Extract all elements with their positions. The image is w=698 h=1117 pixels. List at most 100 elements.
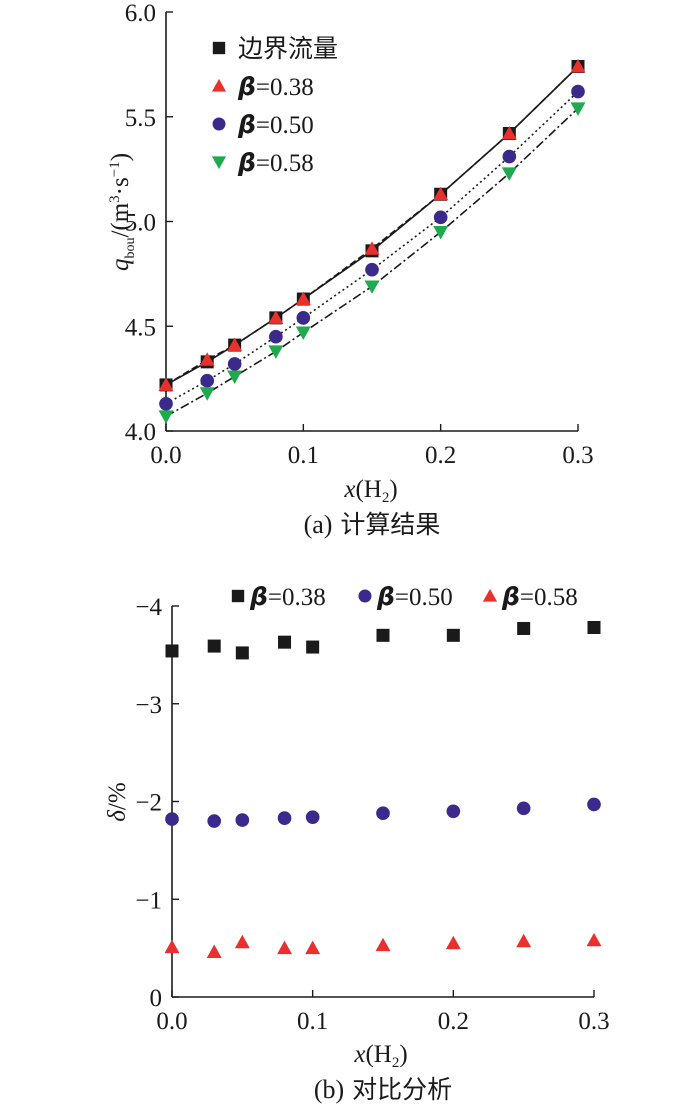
legend-beta: β [376,582,395,611]
chart-a-xlabel-species: H [364,476,382,503]
data-point-series-2 [365,262,379,277]
data-point-series-1 [227,337,243,352]
data-point-series-2 [375,937,391,952]
fit-line-series-1 [165,65,579,386]
legend-marker-series-0 [212,41,226,55]
chart-panel-a: 4.04.55.05.56.00.0 0.1 0.2 0.3 边界流量β=0.38β=… [107,0,594,539]
data-point-series-2 [296,311,311,325]
chart-b-ylabel-unit: /% [104,782,131,810]
chart-b-panel-label: (b) [314,1075,344,1104]
legend-beta: β [237,148,256,177]
chart-b-axes [171,605,595,998]
chart-a-axes [165,11,579,432]
chart-a-ylabel-end: ) [107,153,134,161]
legend-beta: β [237,110,256,139]
data-point-series-1 [277,811,292,825]
data-point-series-1 [158,377,174,391]
y-tick-label: 4.0 [125,419,156,446]
y-tick-label: −4 [135,594,162,621]
data-point-series-0 [207,639,221,653]
data-point-series-3 [364,280,380,294]
x-tick-label: 0.2 [438,1008,469,1035]
legend-name: 边界流量 [238,34,338,63]
x-tick-label: 0.3 [562,442,593,469]
chart-a-xlabel: x(H2) [343,476,397,506]
data-point-series-3 [158,410,174,424]
data-point-series-3 [227,370,243,385]
chart-a-ylabel-supm1: −1 [107,161,123,177]
chart-a-panel-label: (a) [304,510,333,539]
data-point-series-3 [295,326,311,341]
data-point-series-1 [433,186,449,201]
chart-a-xlabel-var: x [343,476,355,503]
data-point-series-2 [445,935,461,950]
data-point-series-2 [164,939,180,954]
data-point-series-0 [278,635,292,649]
y-tick-label: −2 [135,790,162,817]
data-point-series-2 [206,944,222,959]
x-tick-label: 0.3 [578,1008,609,1035]
data-point-series-1 [235,813,250,827]
legend-value: =0.50 [395,584,453,611]
chart-b-markers [164,621,602,959]
data-point-series-2 [571,84,585,99]
data-point-series-2 [277,940,293,955]
data-point-series-1 [199,352,215,366]
data-point-series-2 [227,357,242,371]
chart-a-ylabel-unit: /(m [107,202,134,237]
data-point-series-2 [305,940,321,955]
data-point-series-3 [268,345,284,359]
chart-a-caption: (a) 计算结果 [304,510,441,539]
legend-value: =0.38 [268,584,326,611]
y-tick-label: 4.5 [125,314,156,341]
chart-b-xlabel-species: H [374,1041,392,1068]
data-point-series-1 [268,310,284,324]
fit-line-series-3 [165,107,579,417]
chart-b-ylabel-var: δ [104,810,131,822]
chart-a-tick-labels: 4.0 4.5 5.0 5.5 6.0 0.0 0.1 0.2 0.3 [125,0,594,469]
chart-a-caption-text: 计算结果 [340,510,440,539]
data-point-series-3 [433,225,449,240]
data-point-series-2 [516,933,532,948]
chart-b-xlabel-sub: 2 [392,1055,400,1071]
x-tick-label: 0.1 [288,442,319,469]
data-point-series-1 [364,241,380,255]
data-point-series-2 [269,329,283,344]
chart-a-ylabel: qbou/(m3·s−1) [107,153,138,271]
data-point-series-3 [570,102,586,116]
legend-marker-series-0 [231,589,245,603]
y-tick-label: −3 [135,692,162,719]
data-point-series-1 [516,801,531,816]
data-point-series-3 [199,387,215,401]
data-point-series-1 [376,806,390,821]
data-point-series-1 [207,814,222,828]
y-tick-label: 5.5 [125,105,156,132]
x-tick-label: 0.2 [425,442,456,469]
data-point-series-1 [446,804,461,819]
chart-b-caption-text: 对比分析 [352,1075,452,1104]
legend-value: =0.38 [256,74,314,101]
x-tick-label: 0.0 [150,442,181,469]
data-point-series-0 [306,640,320,654]
data-point-series-3 [501,167,517,181]
chart-a-ylabel-sub: bou [123,238,138,259]
legend-value: =0.58 [520,584,578,611]
data-point-series-0 [235,646,249,660]
legend-label-series-1: β=0.50 [376,582,453,611]
legend-label-series-2: β=0.50 [237,110,314,139]
data-point-series-2 [159,396,173,411]
chart-b-ylabel: δ/% [104,782,131,821]
data-point-series-2 [433,210,448,225]
chart-b-legend: β=0.38 β=0.50 β=0.58 [231,582,578,611]
legend-label-series-0: 边界流量 [238,34,338,63]
legend-value: =0.50 [256,112,314,139]
legend-value: =0.58 [256,150,314,177]
data-point-series-1 [587,797,601,812]
data-point-series-0 [165,644,179,658]
data-point-series-2 [234,934,250,949]
chart-a-ylabel-sup3: 3 [107,195,123,203]
data-point-series-1 [501,126,517,140]
